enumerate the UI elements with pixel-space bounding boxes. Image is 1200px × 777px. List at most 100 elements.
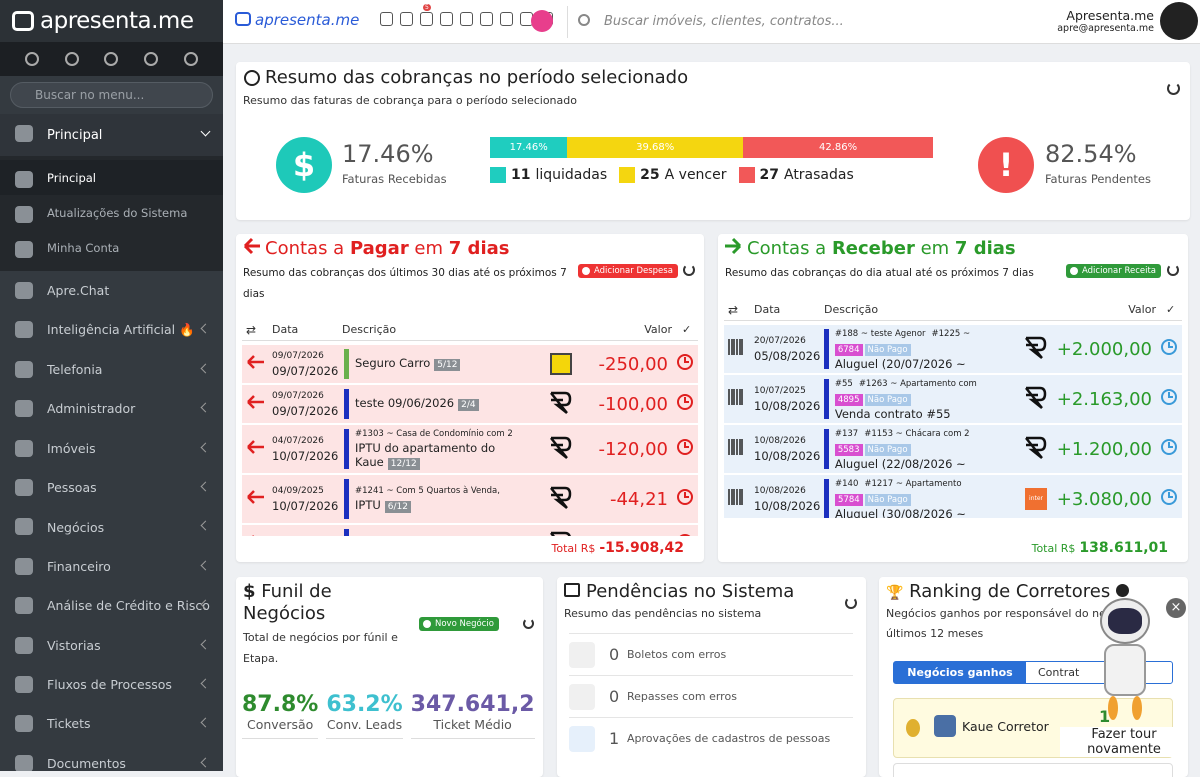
user-avatar[interactable] [1160,2,1198,40]
menu-label: Atualizações do Sistema [47,205,188,220]
close-tour[interactable]: × [1166,598,1186,618]
received-label: Faturas Recebidas [342,172,447,186]
menu-item[interactable]: Documentos [0,744,223,771]
legend-label: A vencer [664,167,727,183]
menu-label: Análise de Crédito e Risco [47,598,210,614]
toolbar-icon[interactable] [480,12,493,26]
menu-label: Imóveis [47,440,96,456]
menu-search[interactable]: Buscar no menu... [10,82,213,108]
menu-item[interactable]: Vistorias [0,626,223,665]
menu-item[interactable]: Negócios [0,507,223,546]
search-icon [578,14,590,26]
description: #1241 ~ Com 5 Quartos à Venda, IPTU 6/12 [355,484,540,514]
row[interactable]: 12/07/2026Internet3/12-70,00 [242,525,698,536]
desc-header: Descrição [824,303,879,316]
amount: -100,00 [598,393,668,415]
badges: 5583 Não Pago [834,441,1015,457]
code: 6784 [834,344,863,356]
date: 04/07/2026 [272,436,324,446]
barcode-icon [724,339,754,359]
toolbar-icon[interactable] [380,12,393,26]
menu-item[interactable]: Imóveis [0,429,223,468]
toolbar-icon[interactable] [500,12,513,26]
ai-button[interactable] [531,10,553,32]
menu-section[interactable]: Principal [0,114,223,156]
property: #1263 ~ Apartamento com [858,379,977,389]
tab[interactable]: Negócios ganhos [894,662,1026,683]
row[interactable]: 04/07/2026 10/07/2026 #1303 ~ Casa de Cond… [242,425,698,475]
chevron [200,481,211,492]
refresh[interactable] [683,264,695,276]
refresh[interactable] [523,618,534,629]
menu-item[interactable]: Tickets [0,704,223,743]
menu-item[interactable]: Pessoas [0,468,223,507]
menu-item[interactable]: Análise de Crédito e Risco [0,586,223,625]
badges: 6784 Não Pago [834,341,1015,357]
add-button[interactable]: Adicionar Receita [1066,264,1162,278]
funnel-stats: 87.8% Conversão 63.2% Conv. Leads 347.641,2 T… [242,692,535,739]
new-deal-button[interactable]: Novo Negócio [419,617,499,631]
arrow-icon [242,354,272,374]
stat-value: 347.641,2 [410,692,535,717]
pending-item[interactable]: 1 Aprovações de cadastros de pessoas [569,717,853,759]
bank-logo [548,530,574,536]
menu-icon [15,360,33,378]
row[interactable]: 10/08/2026 10/08/2026 #140 #1217 ~ Apartame… [724,475,1182,518]
chevron [200,402,211,413]
title-part: Contas a [265,238,350,259]
pending-item[interactable]: 0 Boletos com erros [569,633,853,675]
pending-item[interactable]: 0 Repasses com erros [569,675,853,717]
row[interactable]: 09/07/2026 09/07/2026 teste 09/06/2026 2/4 -… [242,385,698,425]
toolbar-icon[interactable] [420,12,433,26]
menu-item[interactable]: Administrador [0,389,223,428]
legend-item: 25 A vencer [619,167,727,183]
status: Não Pago [864,344,911,356]
refresh[interactable] [1167,82,1180,95]
progress-legend: 11 liquidadas 25 A vencer 27 Atrasadas [490,167,854,183]
funnel-card: $ Funil de Negócios Total de negócios po… [236,577,543,777]
menu-item[interactable]: Atualizações do Sistema [0,195,223,230]
global-search[interactable]: Buscar imóveis, clientes, contratos... [604,14,844,29]
menu-icon [15,241,33,258]
row[interactable]: 10/08/2026 10/08/2026 #137 #1153 ~ Chácara … [724,425,1182,475]
row[interactable]: 20/07/2026 05/08/2026 #188 ~ teste Agenor #… [724,325,1182,375]
toolbar-icon[interactable] [400,12,413,26]
arrow-icon [242,439,272,459]
property: #1217 ~ Apartamento [864,479,962,489]
description-text: Aluguel (30/08/2026 ~ [835,507,966,518]
due-date: 09/07/2026 [272,404,339,418]
bank-logo [1023,385,1049,413]
toolbar-icon[interactable] [440,12,453,26]
chevron [200,442,211,453]
sort-icon: ⇄ [728,302,739,317]
color-bar [344,429,349,469]
color-bar [344,479,349,519]
menu-item[interactable]: Inteligência Artificial 🔥 [0,310,223,349]
tab[interactable]: Contrat [1038,666,1080,679]
color-bar [824,379,829,419]
pending-card: Pendências no Sistema Resumo das pendênc… [557,577,866,777]
menu-item[interactable]: Financeiro [0,547,223,586]
amount: +1.200,00 [1056,438,1152,460]
stat-label: Conversão [246,717,314,732]
row[interactable]: 10/07/2025 10/08/2026 #55 #1263 ~ Apartamen… [724,375,1182,425]
row[interactable]: 04/09/2025 10/07/2026 #1241 ~ Com 5 Quarto… [242,475,698,525]
menu-item[interactable]: Telefonia [0,350,223,389]
add-button[interactable]: Adicionar Despesa [578,264,678,278]
status-icon [1160,488,1178,510]
tour-mascot[interactable] [1090,598,1162,723]
row[interactable]: 09/07/2026 09/07/2026 Seguro Carro 5/12 -250… [242,345,698,385]
refresh[interactable] [1167,264,1179,276]
menu-item[interactable]: Fluxos de Processos [0,665,223,704]
refresh[interactable] [845,597,857,609]
menu-item[interactable]: Principal [0,160,223,195]
summary-card: Resumo das cobranças no período selecion… [236,62,1190,220]
description: #188 ~ teste Agenor #1225 ~ 6784 Não Pago Al… [834,327,1015,371]
tour-label[interactable]: Fazer tour novamente [1060,727,1188,757]
menu-item[interactable]: Apre.Chat [0,271,223,310]
toolbar-icon[interactable] [460,12,473,26]
menu-item[interactable]: Minha Conta [0,230,223,265]
table-header: ⇄ Data Descrição Valor ✓ [242,319,698,341]
